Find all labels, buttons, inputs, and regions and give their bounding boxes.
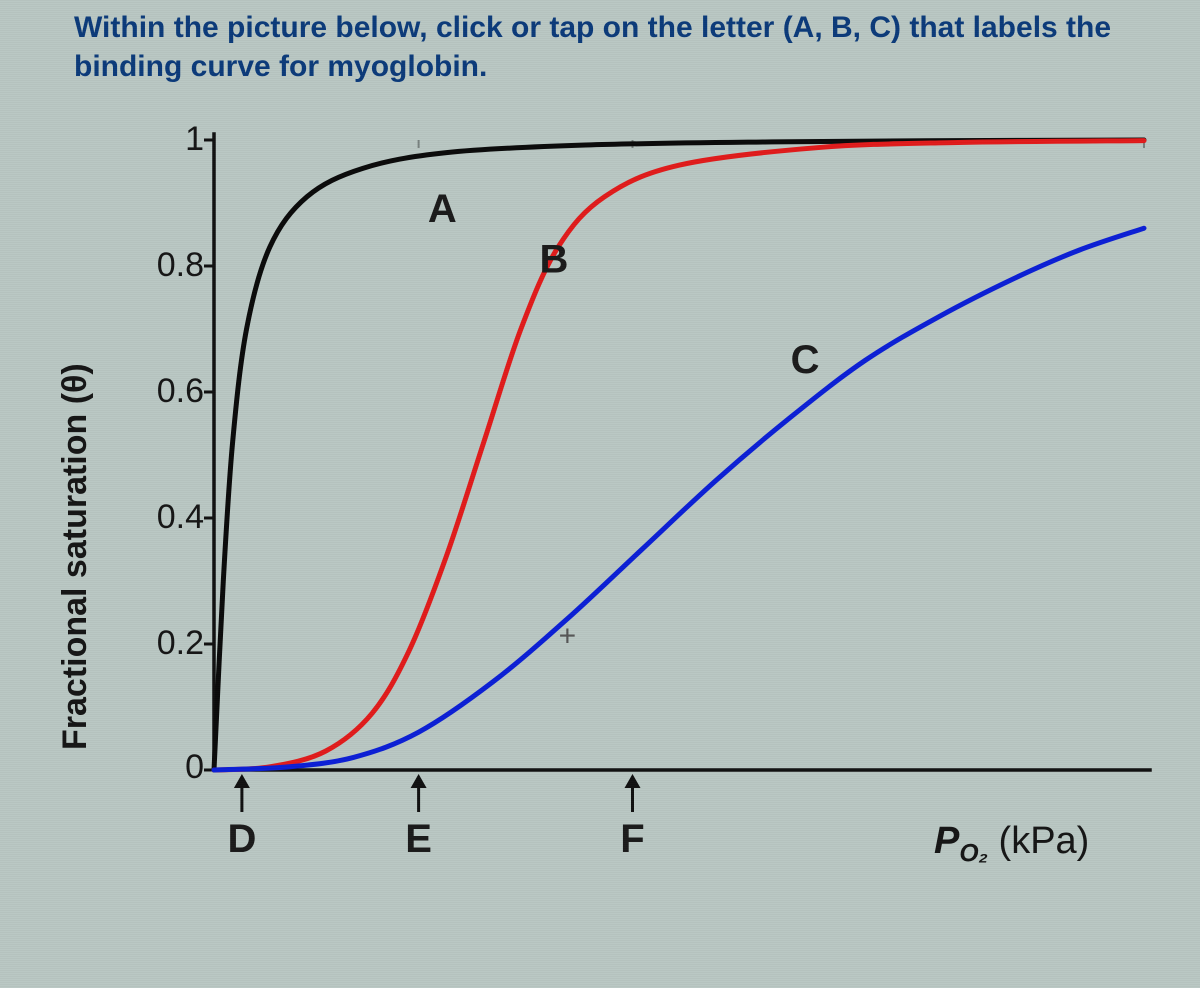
curve-a — [214, 140, 1144, 770]
curve-label-c[interactable]: C — [791, 338, 820, 382]
curve-label-a[interactable]: A — [428, 187, 457, 231]
arrow-label-e[interactable]: E — [405, 817, 432, 861]
question-text: Within the picture below, click or tap o… — [74, 8, 1160, 86]
curve-label-b[interactable]: B — [540, 237, 569, 281]
plot-svg: A B C + D E F — [74, 120, 1164, 960]
arrowhead-f — [625, 774, 641, 788]
crosshair-marker: + — [559, 620, 577, 653]
curve-c — [214, 228, 1144, 770]
arrow-label-f[interactable]: F — [620, 817, 644, 861]
arrow-label-d[interactable]: D — [227, 817, 256, 861]
binding-curve-chart: Fractional saturation (θ) 1 0.8 0.6 0.4 … — [74, 120, 1164, 960]
arrowhead-d — [234, 774, 250, 788]
arrowhead-e — [411, 774, 427, 788]
curve-b — [214, 141, 1144, 770]
